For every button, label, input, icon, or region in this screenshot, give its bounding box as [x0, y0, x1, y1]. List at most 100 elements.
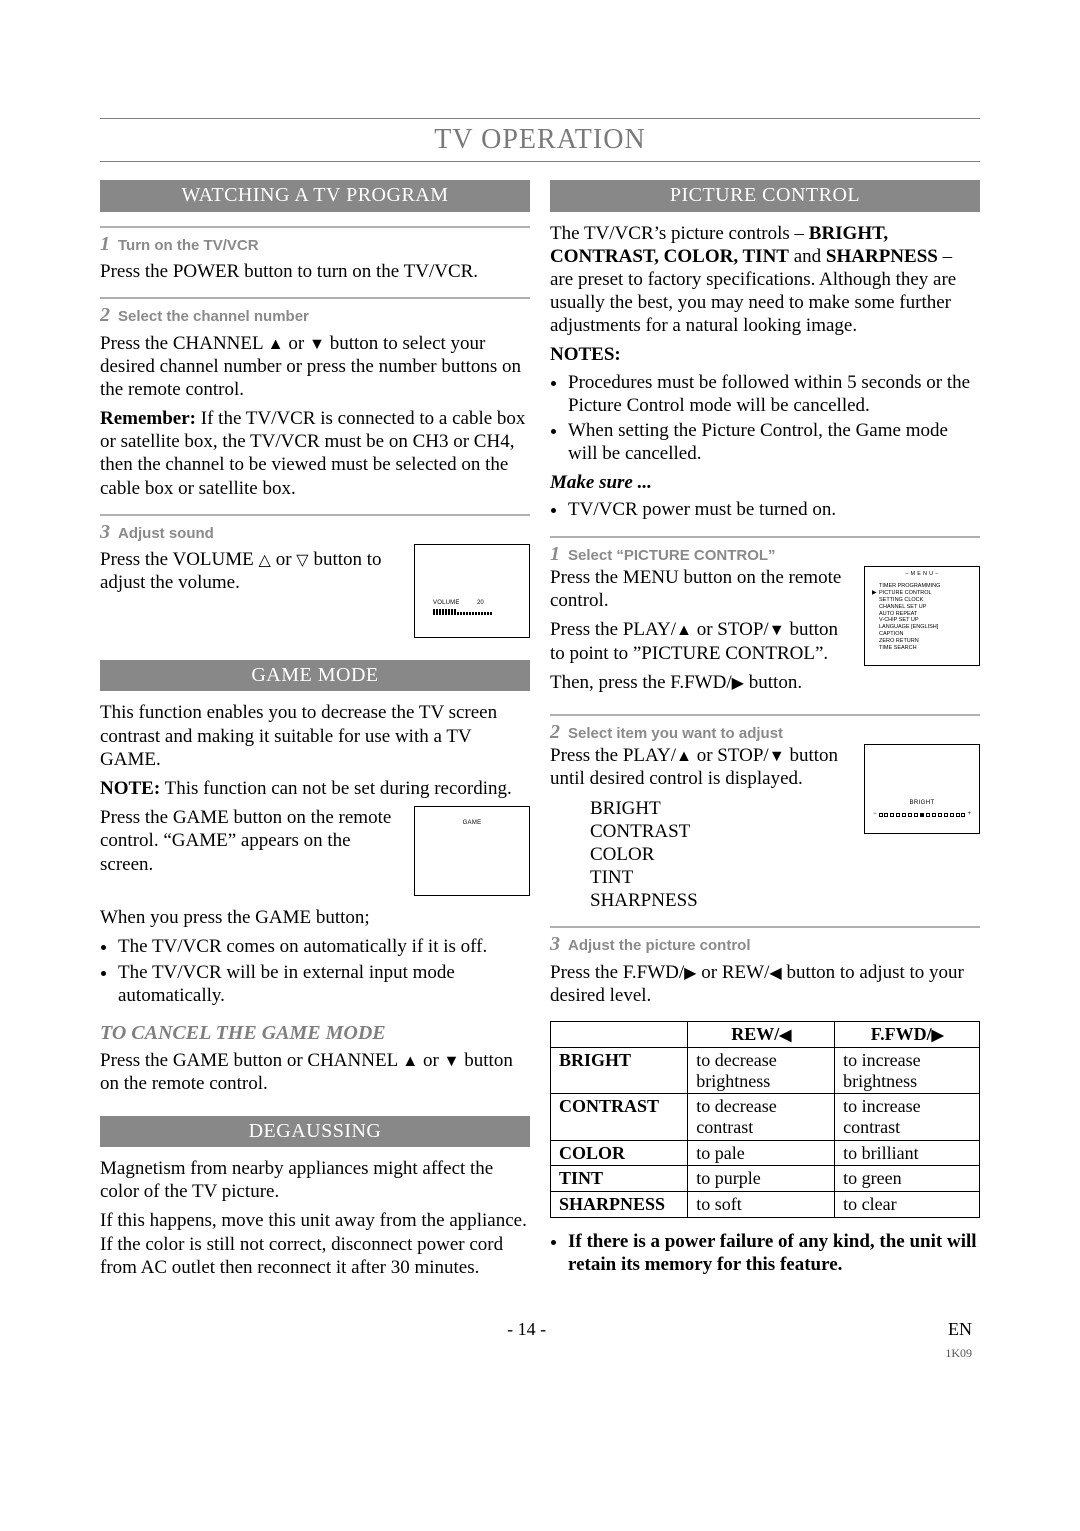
ms-1: TV/VCR power must be turned on. — [568, 498, 980, 521]
table-row: COLOR to pale to brilliant — [551, 1140, 980, 1166]
watching-banner: WATCHING A TV PROGRAM — [100, 180, 530, 211]
menu-item: LANGUAGE [ENGLISH] — [879, 624, 940, 631]
volume-label: VOLUME — [433, 600, 460, 607]
th-blank — [551, 1022, 688, 1048]
picture-banner: PICTURE CONTROL — [550, 180, 980, 211]
note-2: When setting the Picture Control, the Ga… — [568, 419, 980, 465]
note-1: Procedures must be followed within 5 sec… — [568, 371, 980, 417]
footer-lang: EN — [948, 1319, 972, 1339]
th-ffwd: F.FWD/▶ — [835, 1022, 980, 1048]
step1-line: 1 Turn on the TV/VCR — [100, 232, 530, 256]
play-icon: ▶ — [684, 964, 696, 982]
cancel-title: TO CANCEL THE GAME MODE — [100, 1021, 530, 1045]
picture-intro: The TV/VCR’s picture controls – BRIGHT, … — [550, 222, 980, 338]
pc-step1-rule — [550, 536, 980, 538]
step1-label: Turn on the TV/VCR — [118, 237, 259, 255]
menu-title: – M E N U – — [865, 571, 979, 578]
adj-item: COLOR — [590, 843, 980, 866]
game-b1: The TV/VCR comes on automatically if it … — [118, 935, 530, 958]
title-rule-top — [100, 118, 980, 119]
step1-num: 1 — [100, 232, 110, 256]
pc-step3-line: 3 Adjust the picture control — [550, 932, 980, 956]
pc-step2-num: 2 — [550, 720, 560, 744]
step3-line: 3 Adjust sound — [100, 520, 530, 544]
notes-label: NOTES: — [550, 343, 980, 366]
menu-item: CAPTION — [879, 631, 940, 638]
bright-label: BRIGHT — [865, 800, 979, 807]
makesure-label: Make sure ... — [550, 471, 980, 494]
table-row: TINT to purple to green — [551, 1166, 980, 1192]
pc-step1-line: 1 Select “PICTURE CONTROL” — [550, 542, 980, 566]
down-icon: ▼ — [444, 1052, 460, 1070]
degauss-banner: DEGAUSSING — [100, 1116, 530, 1147]
pc-step1-row: – M E N U – ▶ TIMER PROGRAMMING PICTURE … — [550, 566, 980, 700]
degauss-p1: Magnetism from nearby appliances might a… — [100, 1157, 530, 1203]
step1-rule — [100, 226, 530, 228]
menu-item: ZERO RETURN — [879, 638, 940, 645]
menu-osd: – M E N U – ▶ TIMER PROGRAMMING PICTURE … — [864, 566, 980, 666]
notes-list: Procedures must be followed within 5 sec… — [550, 371, 980, 466]
up-outline-icon: △ — [259, 551, 271, 569]
makesure-list: TV/VCR power must be turned on. — [550, 498, 980, 521]
menu-item: TIME SEARCH — [879, 645, 940, 652]
adj-item: SHARPNESS — [590, 889, 980, 912]
play-icon: ▶ — [732, 674, 744, 692]
step2-body: Press the CHANNEL ▲ or ▼ button to selec… — [100, 332, 530, 402]
game-word: GAME — [415, 820, 529, 827]
pc-step3-label: Adjust the picture control — [568, 937, 751, 955]
step2-remember: Remember: If the TV/VCR is connected to … — [100, 407, 530, 500]
th-rew: REW/◀ — [688, 1022, 835, 1048]
left-column: WATCHING A TV PROGRAM 1 Turn on the TV/V… — [100, 180, 530, 1285]
warn-list: If there is a power failure of any kind,… — [550, 1230, 980, 1276]
table-row: BRIGHT to decrease brightness to increas… — [551, 1047, 980, 1093]
pc-step3-num: 3 — [550, 932, 560, 956]
step3-label: Adjust sound — [118, 525, 214, 543]
pc-step2-rule — [550, 714, 980, 716]
step2-rule — [100, 297, 530, 299]
warn: If there is a power failure of any kind,… — [568, 1230, 980, 1276]
menu-item: TIMER PROGRAMMING — [879, 583, 940, 590]
game-b2: The TV/VCR will be in external input mod… — [118, 961, 530, 1007]
menu-item: AUTO REPEAT — [879, 611, 940, 618]
bright-osd: BRIGHT − + — [864, 744, 980, 834]
game-bullets: The TV/VCR comes on automatically if it … — [100, 935, 530, 1007]
table-row: CONTRAST to decrease contrast to increas… — [551, 1094, 980, 1140]
menu-item: PICTURE CONTROL — [879, 590, 940, 597]
page-number: - 14 - — [507, 1319, 546, 1341]
pc-step2-row: BRIGHT − + Press the PLAY/▲ or STOP/▼ bu… — [550, 744, 980, 912]
step1-body: Press the POWER button to turn on the TV… — [100, 260, 530, 283]
down-outline-icon: ▽ — [296, 551, 308, 569]
game-row: GAME Press the GAME button on the remote… — [100, 806, 530, 896]
game-note: NOTE: This function can not be set durin… — [100, 777, 530, 800]
volume-osd: VOLUME 20 — [414, 544, 530, 638]
page-footer: - 14 - EN 1K09 — [100, 1319, 980, 1363]
rew-icon: ◀ — [769, 964, 781, 982]
game-when: When you press the GAME button; — [100, 906, 530, 929]
right-column: PICTURE CONTROL The TV/VCR’s picture con… — [550, 180, 980, 1285]
pc-step3-rule — [550, 926, 980, 928]
pc-step1-l3: Then, press the F.FWD/▶ button. — [550, 671, 980, 694]
menu-item: SETTING CLOCK — [879, 597, 940, 604]
adj-item: TINT — [590, 866, 980, 889]
play-icon: ▶ — [932, 1027, 944, 1044]
down-icon: ▼ — [769, 621, 785, 639]
step2-num: 2 — [100, 303, 110, 327]
up-icon: ▲ — [402, 1052, 418, 1070]
menu-item: V-CHIP SET UP — [879, 617, 940, 624]
menu-arrow-icon: ▶ — [872, 590, 877, 598]
pc-step3-body: Press the F.FWD/▶ or REW/◀ button to adj… — [550, 961, 980, 1007]
step3-row: VOLUME 20 Press the VOLUME △ or ▽ button… — [100, 544, 530, 638]
down-icon: ▼ — [309, 335, 325, 353]
up-icon: ▲ — [676, 747, 692, 765]
cancel-body: Press the GAME button or CHANNEL ▲ or ▼ … — [100, 1049, 530, 1095]
pc-step2-line: 2 Select item you want to adjust — [550, 720, 980, 744]
pc-step1-num: 1 — [550, 542, 560, 566]
volume-value: 20 — [477, 600, 484, 607]
title-rule-bot — [100, 161, 980, 162]
page: TV OPERATION WATCHING A TV PROGRAM 1 Tur… — [0, 0, 1080, 1423]
step2-line: 2 Select the channel number — [100, 303, 530, 327]
game-banner: GAME MODE — [100, 660, 530, 691]
degauss-p2: If this happens, move this unit away fro… — [100, 1209, 530, 1279]
step3-rule — [100, 514, 530, 516]
columns: WATCHING A TV PROGRAM 1 Turn on the TV/V… — [100, 180, 980, 1285]
